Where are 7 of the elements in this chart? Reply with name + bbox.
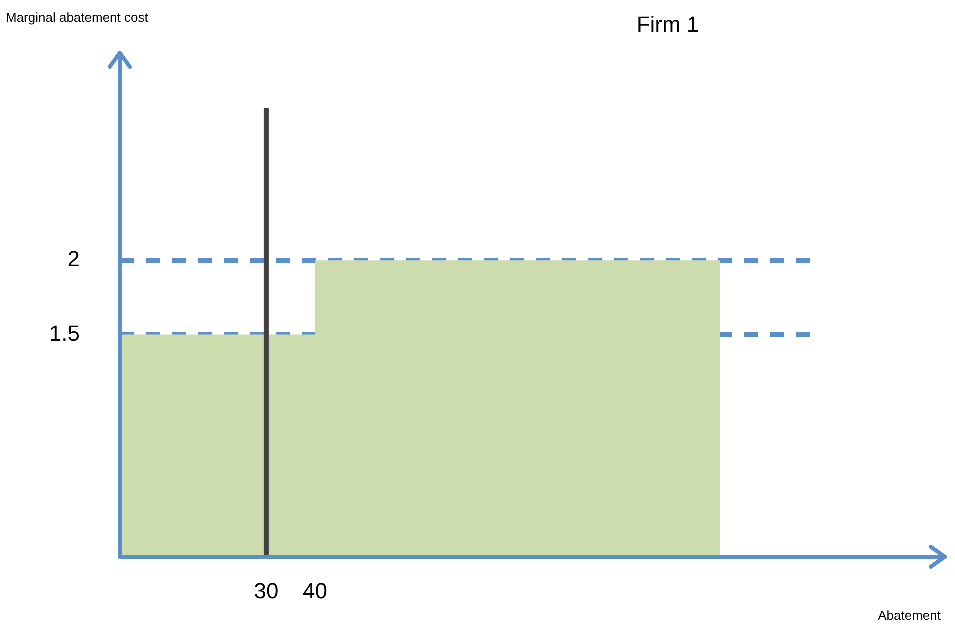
y-tick-label: 1.5 xyxy=(49,320,80,346)
chart-title: Firm 1 xyxy=(636,12,700,37)
x-axis-title: Abatement xyxy=(878,608,942,623)
y-tick-label: 2 xyxy=(68,246,80,272)
x-tick-label: 30 xyxy=(254,578,279,604)
x-tick-label: 40 xyxy=(303,578,328,604)
y-axis-title: Marginal abatement cost xyxy=(6,10,149,25)
